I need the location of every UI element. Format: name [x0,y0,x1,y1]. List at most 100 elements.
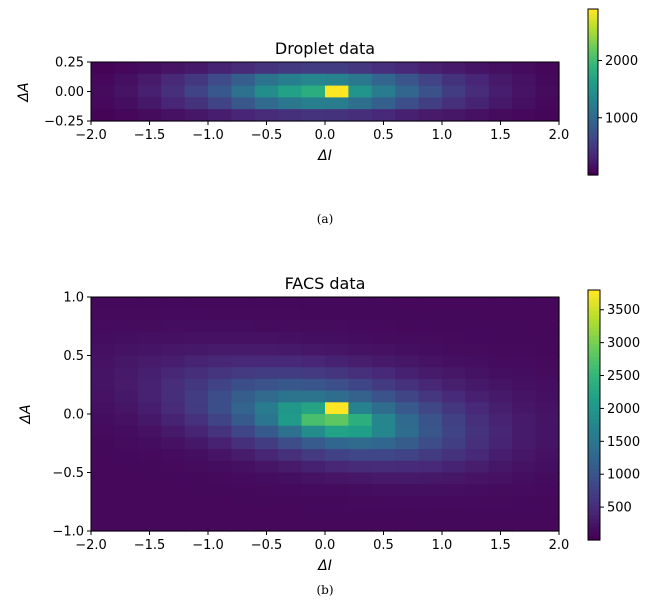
heatmap-cell [418,414,443,427]
heatmap-cell [137,320,162,333]
heatmap-cell [254,519,279,532]
heatmap-cell [535,332,560,345]
heatmap-cell [325,495,349,509]
heatmap-cell [371,495,396,509]
heatmap-cell [254,85,279,98]
heatmap-cell [231,109,256,122]
colorbar-segment [588,410,600,416]
colorbar-segment [588,150,598,154]
colorbar-segment [588,435,600,441]
x-tick-label: −2.0 [75,538,107,553]
colorbar-segment [588,373,600,379]
colorbar-segment [588,502,600,508]
heatmap-cell [114,472,139,485]
heatmap-cell [442,484,466,497]
heatmap-cell [114,85,139,98]
heatmap-cell [114,390,139,403]
heatmap-cell [208,425,232,438]
colorbar-segment [588,31,598,35]
heatmap-cell [161,484,186,497]
heatmap-cell [371,460,396,474]
heatmap-cell [535,367,560,380]
heatmap-cell [395,62,420,75]
colorbar-segment [588,331,600,337]
y-axis: 0.25 0.00 −0.25 [44,56,91,130]
heatmap-cell [114,297,139,310]
heatmap-cell [371,378,396,392]
heatmap-cell [418,62,443,75]
heatmap-cell [301,297,326,310]
heatmap-cell [184,320,209,333]
colorbar-segment [588,58,598,63]
colorbar-segment [588,86,598,90]
y-tick-label: −0.25 [44,115,84,130]
colorbar-segment [588,427,600,433]
heatmap-cell [465,484,490,497]
heatmap-cell [512,297,537,310]
heatmap-cell [161,343,186,357]
heatmap-cell [371,62,396,75]
y-tick-label: −0.5 [52,466,84,481]
heatmap-cell [184,495,209,509]
colorbar-tick-label: 1000 [607,468,640,483]
colorbar-segment [588,172,598,176]
heatmap-cell [231,437,256,450]
heatmap-cell [231,519,256,532]
heatmap-cell [348,495,373,509]
heatmap-cell [395,378,420,392]
colorbar-segment [588,377,600,383]
colorbar-tick-label: 2000 [605,54,638,69]
colorbar-segment [588,44,598,49]
heatmap-cell [465,414,490,427]
heatmap-cell [231,507,256,520]
heatmap-cell [465,472,490,485]
heatmap-cell [418,308,443,321]
heatmap-cell [254,460,279,474]
colorbar-segment [588,9,598,13]
heatmap-cell [371,414,396,427]
colorbar-segment [588,494,600,499]
heatmap-cell [184,460,209,474]
heatmap-cell [395,449,420,462]
heatmap-cell [442,519,466,532]
colorbar-segment [588,33,598,38]
heatmap-cell [325,437,349,450]
colorbar-segment [588,356,600,362]
heatmap-cell [535,390,560,403]
heatmap-cell [535,320,560,333]
colorbar-tick-label: 2000 [607,402,640,417]
heatmap-cell [301,472,326,485]
heatmap-cell [348,378,373,392]
colorbar-segment [588,406,600,412]
heatmap-cell [137,97,162,110]
heatmap-cell [371,507,396,520]
heatmap-cell [254,507,279,520]
heatmap-cell [161,437,186,450]
heatmap-cell [395,519,420,532]
colorbar-segment [588,158,598,162]
heatmap-cell [114,62,139,75]
heatmap-cell [512,355,537,368]
heatmap-cell [325,378,349,392]
heatmap-cell [208,308,232,321]
heatmap-cell [161,390,186,403]
heatmap-cell [418,97,443,110]
colorbar-segment [588,133,598,137]
heatmap-cell [535,425,560,438]
colorbar-segment [588,348,600,354]
heatmap-cell [488,320,513,333]
heatmap-cell [91,85,115,98]
heatmap-cell [161,109,186,122]
heatmap-cell [535,449,560,462]
heatmap-cell [114,425,139,438]
heatmap-cell [348,460,373,474]
heatmap-cell [418,85,443,98]
heatmap-cell [348,332,373,345]
heatmap-cell [395,320,420,333]
colorbar-segment [588,166,598,171]
heatmap-cell [278,519,303,532]
heatmap-cell [465,73,490,87]
colorbar-frame [587,8,599,176]
heatmap-cell [325,320,349,333]
heatmap-cell [348,320,373,333]
